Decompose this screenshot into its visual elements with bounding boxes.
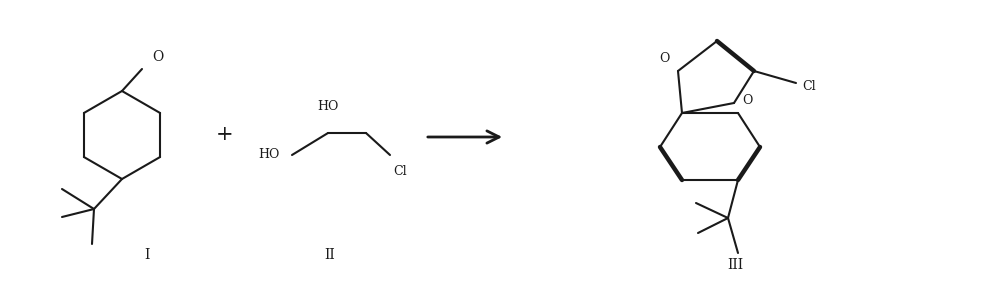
Text: +: + <box>216 125 234 144</box>
Text: O: O <box>660 52 670 65</box>
Text: Cl: Cl <box>802 80 816 93</box>
Text: III: III <box>727 258 743 272</box>
Text: O: O <box>742 95 752 107</box>
Text: HO: HO <box>259 148 280 162</box>
Text: O: O <box>152 50 163 64</box>
Text: I: I <box>144 248 150 262</box>
Text: Cl: Cl <box>393 165 407 178</box>
Text: II: II <box>325 248 335 262</box>
Text: HO: HO <box>317 100 339 113</box>
